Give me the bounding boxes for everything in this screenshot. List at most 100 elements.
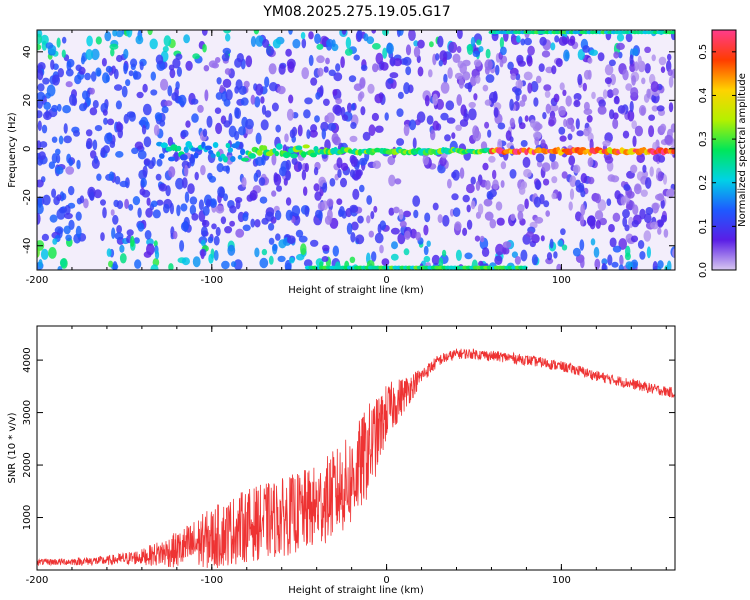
heatmap-line-cell xyxy=(235,141,241,146)
heatmap-cell xyxy=(191,213,199,221)
heatmap-cell xyxy=(265,211,274,222)
heatmap-cell xyxy=(59,258,67,268)
heatmap-cell xyxy=(666,260,672,270)
heatmap-cell xyxy=(634,125,644,137)
heatmap-cell xyxy=(264,110,272,118)
heatmap-cell xyxy=(476,39,482,46)
heatmap-cell xyxy=(478,46,484,53)
heatmap-cell xyxy=(515,79,524,89)
heatmap-cell xyxy=(121,85,128,98)
heatmap-cell xyxy=(316,55,325,64)
heatmap-cell xyxy=(304,97,313,105)
heatmap-cell xyxy=(253,172,259,182)
heatmap-cell xyxy=(295,229,304,238)
heatmap-cell xyxy=(524,198,529,210)
heatmap-cell xyxy=(42,194,51,206)
heatmap-cell xyxy=(249,190,258,201)
heatmap-cell xyxy=(237,211,245,223)
heatmap-cell xyxy=(211,223,217,230)
heatmap-cell xyxy=(119,244,125,253)
heatmap-cell xyxy=(373,205,378,213)
heatmap-cell xyxy=(43,101,51,110)
heatmap-cell xyxy=(511,251,518,258)
heatmap-cell xyxy=(355,234,365,245)
heatmap-cell xyxy=(567,133,573,141)
heatmap-cell xyxy=(396,138,405,146)
heatmap-cell xyxy=(514,88,522,96)
heatmap-cell xyxy=(168,64,175,71)
heatmap-cell xyxy=(489,218,497,229)
heatmap-cell xyxy=(65,166,75,175)
heatmap-cell xyxy=(554,35,560,43)
y-tick-label: 0 xyxy=(22,146,33,152)
heatmap-cell xyxy=(451,171,457,179)
heatmap-cell xyxy=(191,98,199,105)
colorbar-frame xyxy=(711,29,737,271)
heatmap-cell xyxy=(326,112,335,124)
x-tick-label: 100 xyxy=(552,275,571,286)
heatmap-cell xyxy=(573,100,581,108)
heatmap-cell xyxy=(403,82,410,95)
heatmap-cell xyxy=(590,238,596,246)
heatmap-cell xyxy=(481,247,490,257)
heatmap-cell xyxy=(583,69,591,80)
heatmap-cell xyxy=(215,205,225,214)
heatmap-cell xyxy=(632,135,637,147)
heatmap-cell xyxy=(362,131,371,141)
heatmap-cell xyxy=(459,167,465,179)
heatmap-cell xyxy=(37,120,42,132)
heatmap-cells xyxy=(37,30,675,270)
heatmap-cell xyxy=(485,74,495,83)
heatmap-cell xyxy=(176,66,182,77)
heatmap-cell xyxy=(527,45,535,56)
snr-axes: -200 -100 0 100 1000 2000 3000 4000 xyxy=(22,326,675,586)
heatmap-cell xyxy=(69,93,77,106)
heatmap-cell xyxy=(48,247,57,259)
x-tick-label: 100 xyxy=(552,575,571,586)
heatmap-cell xyxy=(272,38,281,49)
heatmap-cell xyxy=(522,156,531,168)
heatmap-cell xyxy=(580,173,588,184)
heatmap-cell xyxy=(437,163,446,174)
heatmap-cell xyxy=(426,115,434,125)
heatmap-cell xyxy=(313,166,319,176)
heatmap-cell xyxy=(561,171,568,179)
heatmap-cell xyxy=(234,130,240,141)
heatmap-cell xyxy=(424,95,430,107)
heatmap-cell xyxy=(323,98,330,107)
heatmap-cell xyxy=(57,68,64,78)
heatmap-cell xyxy=(333,72,343,82)
heatmap-cell xyxy=(191,113,199,123)
heatmap-cell xyxy=(549,104,559,112)
heatmap-cell xyxy=(634,61,639,72)
heatmap-cell xyxy=(386,42,394,55)
heatmap-line-cell xyxy=(159,153,165,159)
heatmap-cell xyxy=(657,227,662,235)
heatmap-cell xyxy=(89,87,95,95)
heatmap-cell xyxy=(61,36,67,44)
heatmap-cell xyxy=(523,71,533,81)
heatmap-cell xyxy=(340,177,347,188)
heatmap-cell xyxy=(394,178,402,185)
heatmap-cell xyxy=(331,39,336,48)
heatmap-cell xyxy=(238,126,246,136)
heatmap-cell xyxy=(79,195,85,204)
heatmap-cell xyxy=(480,235,485,243)
heatmap-cell xyxy=(423,245,429,256)
heatmap-cell xyxy=(396,108,404,117)
heatmap-cell xyxy=(64,212,73,220)
heatmap-cell xyxy=(438,59,443,67)
heatmap-cell xyxy=(567,38,575,46)
heatmap-cell xyxy=(275,233,281,241)
x-tick-label: -100 xyxy=(200,575,223,586)
heatmap-cell xyxy=(437,35,444,48)
heatmap-cell xyxy=(668,188,675,197)
heatmap-cell xyxy=(444,134,451,142)
heatmap-cell xyxy=(349,256,356,263)
heatmap-cell xyxy=(327,209,333,221)
heatmap-cell xyxy=(524,115,529,122)
heatmap-cell xyxy=(472,125,479,137)
heatmap-cell xyxy=(279,166,287,177)
heatmap-cell xyxy=(133,237,140,244)
heatmap-cell xyxy=(241,177,247,188)
